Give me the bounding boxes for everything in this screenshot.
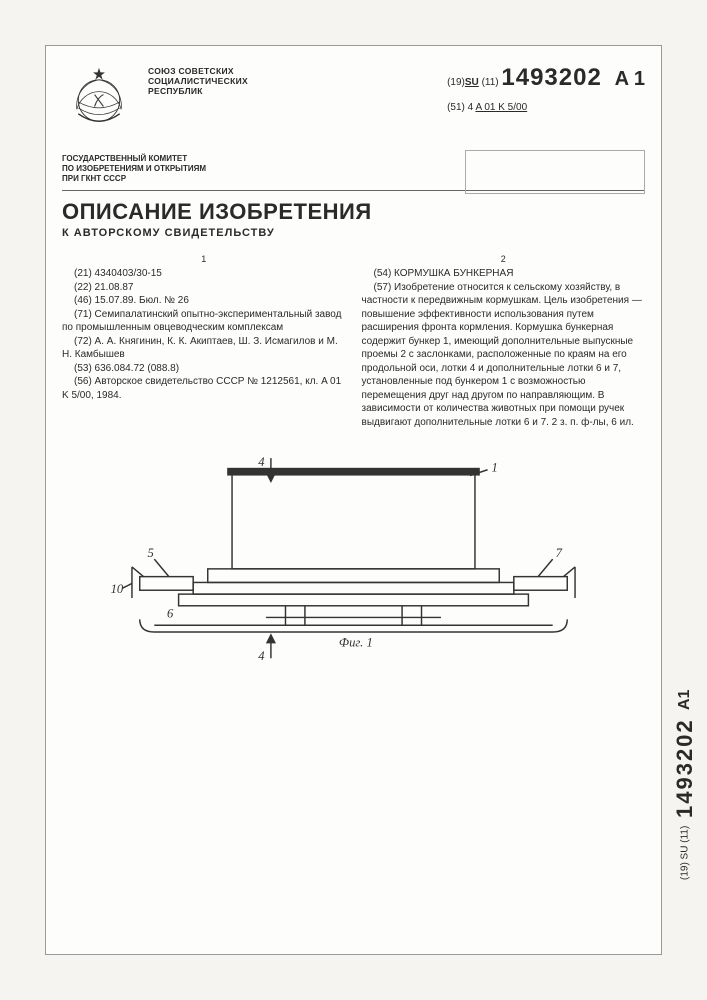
ipc-line: (51) 4 A 01 K 5/00 bbox=[447, 102, 645, 113]
col2-num: 2 bbox=[362, 253, 646, 265]
field-21: (21) 4340403/30-15 bbox=[62, 267, 346, 281]
committee-row: ГОСУДАРСТВЕННЫЙ КОМИТЕТ ПО ИЗОБРЕТЕНИЯМ … bbox=[62, 154, 645, 184]
fig-label-7: 7 bbox=[556, 546, 563, 560]
fig-label-6: 6 bbox=[167, 607, 174, 621]
fig-label-5: 5 bbox=[148, 546, 154, 560]
header-text: СОЮЗ СОВЕТСКИХ СОЦИАЛИСТИЧЕСКИХ РЕСПУБЛИ… bbox=[148, 60, 435, 97]
union-l3: РЕСПУБЛИК bbox=[148, 86, 435, 96]
field-71: (71) Семипалатинский опытно-эксперимента… bbox=[62, 308, 346, 335]
num-prefix: (11) bbox=[482, 77, 499, 88]
biblio-columns: 1 (21) 4340403/30-15 (22) 21.08.87 (46) … bbox=[62, 253, 645, 429]
page: СОЮЗ СОВЕТСКИХ СОЦИАЛИСТИЧЕСКИХ РЕСПУБЛИ… bbox=[45, 45, 662, 955]
state-emblem bbox=[62, 60, 136, 138]
doc-codes: (19)SU (11) 1493202 A 1 (51) 4 A 01 K 5/… bbox=[447, 60, 645, 113]
stamp-box bbox=[465, 150, 645, 194]
field-46: (46) 15.07.89. Бюл. № 26 bbox=[62, 294, 346, 308]
side-number: 1493202 bbox=[672, 718, 698, 818]
ipc-code: A 01 K 5/00 bbox=[475, 102, 527, 113]
doc-subtitle: К АВТОРСКОМУ СВИДЕТЕЛЬСТВУ bbox=[62, 227, 645, 239]
col1-num: 1 bbox=[62, 253, 346, 265]
field-72: (72) А. А. Княгинин, К. К. Акиптаев, Ш. … bbox=[62, 335, 346, 362]
side-kind: A1 bbox=[676, 690, 694, 710]
doc-title: ОПИСАНИЕ ИЗОБРЕТЕНИЯ bbox=[62, 199, 645, 225]
field-54: (54) КОРМУШКА БУНКЕРНАЯ bbox=[362, 267, 646, 281]
side-doc-number: (19) SU (11) 1493202 A1 bbox=[671, 520, 699, 880]
header: СОЮЗ СОВЕТСКИХ СОЦИАЛИСТИЧЕСКИХ РЕСПУБЛИ… bbox=[62, 60, 645, 138]
side-prefix: (19) SU (11) bbox=[680, 826, 691, 880]
doc-number: 1493202 bbox=[501, 64, 601, 91]
union-l1: СОЮЗ СОВЕТСКИХ bbox=[148, 66, 435, 76]
figure-1: 4 4 1 5 10 6 7 Фиг. 1 bbox=[62, 449, 645, 679]
field-57: (57) Изобретение относится к сельскому х… bbox=[362, 281, 646, 430]
ipc-prefix: (51) 4 bbox=[447, 102, 473, 113]
fig-label-4: 4 bbox=[258, 455, 265, 469]
su-prefix: (19) bbox=[447, 77, 465, 88]
union-l2: СОЦИАЛИСТИЧЕСКИХ bbox=[148, 76, 435, 86]
column-2: 2 (54) КОРМУШКА БУНКЕРНАЯ (57) Изобретен… bbox=[362, 253, 646, 429]
doc-number-line: (19)SU (11) 1493202 A 1 bbox=[447, 64, 645, 92]
field-53: (53) 636.084.72 (088.8) bbox=[62, 362, 346, 376]
su-code: SU bbox=[465, 77, 479, 88]
field-22: (22) 21.08.87 bbox=[62, 281, 346, 295]
column-1: 1 (21) 4340403/30-15 (22) 21.08.87 (46) … bbox=[62, 253, 346, 429]
doc-kind: A 1 bbox=[615, 68, 645, 90]
field-56: (56) Авторское свидетельство СССР № 1212… bbox=[62, 375, 346, 402]
union-name: СОЮЗ СОВЕТСКИХ СОЦИАЛИСТИЧЕСКИХ РЕСПУБЛИ… bbox=[148, 66, 435, 97]
fig-label-10: 10 bbox=[111, 582, 124, 596]
fig-label-1: 1 bbox=[491, 461, 497, 475]
figure-caption: Фиг. 1 bbox=[339, 636, 373, 650]
svg-text:4: 4 bbox=[258, 649, 265, 663]
